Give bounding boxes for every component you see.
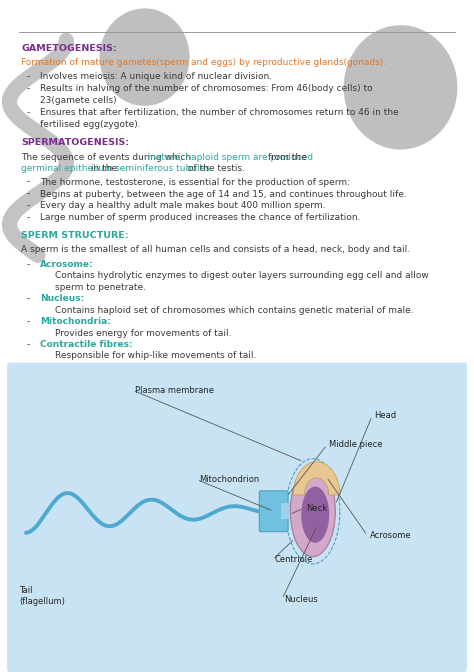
Text: Nucleus:: Nucleus: xyxy=(40,294,84,303)
Text: Responsible for whip-like movements of tail.: Responsible for whip-like movements of t… xyxy=(55,351,256,360)
Text: Large number of sperm produced increases the chance of fertilization.: Large number of sperm produced increases… xyxy=(40,214,361,222)
Text: Mitochondria:: Mitochondria: xyxy=(40,317,111,326)
Text: Every day a healthy adult male makes bout 400 million sperm.: Every day a healthy adult male makes bou… xyxy=(40,202,326,210)
Ellipse shape xyxy=(100,9,190,106)
Text: Neck: Neck xyxy=(306,504,327,513)
Text: seminiferous tubules: seminiferous tubules xyxy=(115,164,210,173)
Text: Plasma membrane: Plasma membrane xyxy=(135,386,214,394)
Text: -: - xyxy=(26,260,29,269)
Text: in the: in the xyxy=(88,164,119,173)
Text: fertilised egg(zygote).: fertilised egg(zygote). xyxy=(40,120,141,129)
Text: Contains hydrolytic enzymes to digest outer layers surrounding egg cell and allo: Contains hydrolytic enzymes to digest ou… xyxy=(55,271,428,280)
Text: of the testis.: of the testis. xyxy=(185,164,245,173)
Text: Mitochondrion: Mitochondrion xyxy=(199,475,259,484)
Ellipse shape xyxy=(290,466,336,556)
Text: Tail
(flagellum): Tail (flagellum) xyxy=(19,586,65,605)
Text: -: - xyxy=(26,294,29,303)
Text: The hormone, testosterone, is essential for the production of sperm:: The hormone, testosterone, is essential … xyxy=(40,177,350,187)
Text: -: - xyxy=(26,177,29,187)
Text: -: - xyxy=(26,340,29,349)
Ellipse shape xyxy=(344,26,457,150)
Text: Results in halving of the number of chromosomes: From 46(body cells) to: Results in halving of the number of chro… xyxy=(40,84,373,93)
Text: Contains haploid set of chromosomes which contains genetic material of male.: Contains haploid set of chromosomes whic… xyxy=(55,306,413,314)
Text: Ensures that after fertilization, the number of chromosomes return to 46 in the: Ensures that after fertilization, the nu… xyxy=(40,108,399,117)
Text: -: - xyxy=(26,72,29,81)
Text: germinal epithelium: germinal epithelium xyxy=(21,164,113,173)
Text: Provides energy for movements of tail.: Provides energy for movements of tail. xyxy=(55,329,231,337)
Text: Centriole: Centriole xyxy=(275,555,313,564)
Text: Middle piece: Middle piece xyxy=(329,440,383,449)
Text: Acrosome: Acrosome xyxy=(370,531,411,540)
Bar xyxy=(281,503,291,519)
Text: Head: Head xyxy=(374,411,397,421)
Text: -: - xyxy=(26,84,29,93)
Text: mature, haploid sperm are produced: mature, haploid sperm are produced xyxy=(147,153,313,161)
Wedge shape xyxy=(293,462,340,495)
Text: A sperm is the smallest of all human cells and consists of a head, neck, body an: A sperm is the smallest of all human cel… xyxy=(21,245,410,254)
Text: Contractile fibres:: Contractile fibres: xyxy=(40,340,133,349)
Text: Acrosome:: Acrosome: xyxy=(40,260,94,269)
Text: Formation of mature gametes(sperm and eggs) by reproductive glands(gonads).: Formation of mature gametes(sperm and eg… xyxy=(21,58,387,67)
Text: Nucleus: Nucleus xyxy=(284,595,318,603)
FancyBboxPatch shape xyxy=(7,363,467,672)
Text: -: - xyxy=(26,190,29,198)
Text: Involves meiosis: A unique kind of nuclear division.: Involves meiosis: A unique kind of nucle… xyxy=(40,72,273,81)
Text: -: - xyxy=(26,214,29,222)
Text: SPERM STRUCTURE:: SPERM STRUCTURE: xyxy=(21,230,129,240)
Text: sperm to penetrate.: sperm to penetrate. xyxy=(55,283,146,292)
Text: SPERMATOGENESIS:: SPERMATOGENESIS: xyxy=(21,138,129,147)
Text: GAMETOGENESIS:: GAMETOGENESIS: xyxy=(21,44,117,52)
Text: from the: from the xyxy=(265,153,307,161)
Ellipse shape xyxy=(301,487,329,543)
Text: -: - xyxy=(26,108,29,117)
Text: -: - xyxy=(26,317,29,326)
Text: The sequence of events during which: The sequence of events during which xyxy=(21,153,194,161)
Text: Begins at puberty, between the age of 14 and 15, and continues throughout life.: Begins at puberty, between the age of 14… xyxy=(40,190,407,198)
FancyBboxPatch shape xyxy=(259,491,288,532)
Text: -: - xyxy=(26,202,29,210)
Text: 23(gamete cells): 23(gamete cells) xyxy=(40,96,117,105)
